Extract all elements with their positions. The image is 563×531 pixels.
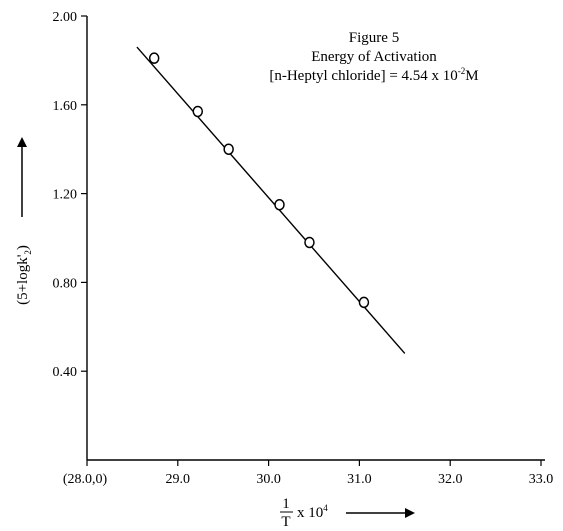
y-axis-arrowhead xyxy=(17,137,27,147)
title-block: Figure 5 Energy of Activation [n-Heptyl … xyxy=(269,30,478,84)
data-point xyxy=(358,296,370,309)
y-tick-label: 0.40 xyxy=(53,365,78,380)
y-tick-label: 0.80 xyxy=(53,276,78,291)
chart-subtitle: Energy of Activation xyxy=(311,49,437,65)
data-point xyxy=(148,52,160,64)
data-point xyxy=(192,105,204,118)
x-label-denominator: T xyxy=(281,514,290,530)
annotation-superscript: -2 xyxy=(458,66,466,76)
x-tick-label: (28.0,0) xyxy=(63,472,108,487)
annotation-prefix: [n-Heptyl chloride] = 4.54 x 10 xyxy=(269,68,457,84)
x-tick-label: 31.0 xyxy=(347,472,372,487)
x-tick-label: 30.0 xyxy=(256,472,281,487)
y-label-text: (5+logk' xyxy=(15,254,31,305)
data-point xyxy=(223,143,234,155)
x-tick-label: 32.0 xyxy=(438,472,463,487)
x-label-superscript: 4 xyxy=(323,503,328,513)
data-point xyxy=(274,198,285,211)
y-label-subscript: 2 xyxy=(23,250,33,255)
chart-title: Figure 5 xyxy=(349,30,399,46)
x-label-numerator: 1 xyxy=(282,496,290,512)
y-tick-label: 2.00 xyxy=(53,10,78,25)
x-tick-label: 33.0 xyxy=(529,472,554,487)
concentration-annotation: [n-Heptyl chloride] = 4.54 x 10-2M xyxy=(269,66,478,84)
annotation-suffix: M xyxy=(465,68,478,84)
y-axis-label: (5+logk'2) xyxy=(15,245,33,305)
x-tick-label: 29.0 xyxy=(166,472,191,487)
x-axis-label-group: 1 T x 104 xyxy=(280,496,415,530)
y-tick-label: 1.20 xyxy=(53,188,78,203)
x-label-text: x 10 xyxy=(297,505,323,521)
x-axis-label: x 104 xyxy=(297,503,328,521)
data-point xyxy=(304,236,315,249)
y-tick-group: 0.40 0.80 1.20 1.60 2.00 xyxy=(53,10,87,380)
y-tick-label: 1.60 xyxy=(53,99,78,114)
y-label-close: ) xyxy=(15,245,31,250)
x-axis-arrowhead xyxy=(405,508,415,518)
y-axis-label-group: (5+logk'2) xyxy=(15,137,33,305)
data-points xyxy=(148,52,370,309)
x-tick-group: (28.0,0) 29.0 30.0 31.0 32.0 33.0 xyxy=(63,460,553,487)
